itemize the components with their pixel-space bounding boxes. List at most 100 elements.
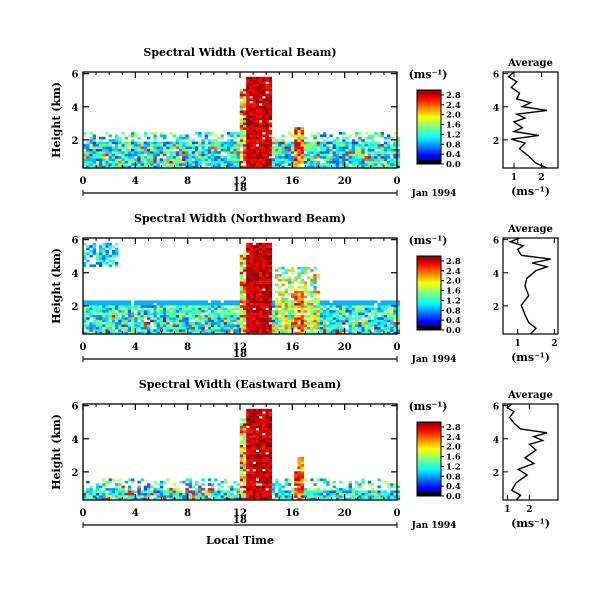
heatmap-cell bbox=[396, 156, 400, 159]
heatmap-cell bbox=[275, 141, 279, 145]
heatmap-cell bbox=[214, 305, 218, 308]
heatmap-cell bbox=[217, 156, 221, 159]
heatmap-cell bbox=[262, 447, 266, 450]
heatmap-cell bbox=[332, 153, 336, 157]
heatmap-cell bbox=[102, 153, 106, 157]
heatmap-cell bbox=[297, 295, 301, 299]
heatmap-cell bbox=[211, 160, 215, 164]
heatmap-cell bbox=[191, 160, 196, 164]
heatmap-cell bbox=[191, 156, 196, 159]
heatmap-cell bbox=[361, 480, 365, 484]
heatmap-cell bbox=[92, 242, 96, 246]
heatmap-cell bbox=[243, 464, 247, 467]
heatmap-cell bbox=[239, 108, 244, 111]
heatmap-cell bbox=[249, 84, 253, 87]
heatmap-cell bbox=[355, 329, 359, 332]
heatmap-cell bbox=[262, 254, 266, 258]
heatmap-cell bbox=[300, 156, 304, 159]
y-axis-label: Height (km) bbox=[50, 82, 63, 158]
heatmap-cell bbox=[233, 480, 237, 484]
heatmap-cell bbox=[291, 269, 295, 272]
heatmap-cell bbox=[188, 300, 192, 303]
heatmap-cell bbox=[92, 156, 96, 159]
heatmap-cell bbox=[371, 497, 375, 501]
heatmap-cell bbox=[230, 139, 234, 142]
heatmap-cell bbox=[300, 129, 304, 133]
heatmap-cell bbox=[377, 329, 381, 332]
heatmap-cell bbox=[268, 293, 272, 296]
heatmap-cell bbox=[390, 307, 394, 311]
heatmap-cell bbox=[313, 153, 317, 157]
heatmap-cell bbox=[92, 314, 96, 318]
average-x-tick-label: 2 bbox=[526, 505, 532, 515]
heatmap-cell bbox=[150, 319, 154, 323]
heatmap-cell bbox=[92, 317, 96, 320]
heatmap-cell bbox=[252, 165, 256, 169]
heatmap-cell bbox=[121, 151, 125, 154]
heatmap-cell bbox=[380, 329, 384, 332]
heatmap-cell bbox=[367, 319, 372, 323]
heatmap-cell bbox=[89, 264, 93, 267]
heatmap-cell bbox=[243, 442, 247, 445]
heatmap-cell bbox=[95, 262, 100, 265]
heatmap-cell bbox=[255, 411, 260, 414]
heatmap-cell bbox=[102, 326, 106, 330]
heatmap-cell bbox=[121, 485, 125, 489]
heatmap-cell bbox=[268, 151, 272, 154]
heatmap-cell bbox=[217, 305, 221, 308]
heatmap-cell bbox=[287, 300, 292, 303]
heatmap-cell bbox=[246, 411, 250, 414]
heatmap-cell bbox=[246, 148, 250, 152]
heatmap-cell bbox=[134, 307, 138, 311]
heatmap-cell bbox=[182, 322, 186, 325]
heatmap-cell bbox=[236, 312, 240, 315]
heatmap-cell bbox=[303, 329, 308, 332]
heatmap-cell bbox=[374, 300, 378, 303]
heatmap-cell bbox=[102, 141, 106, 145]
heatmap-cell bbox=[259, 298, 263, 301]
heatmap-cell bbox=[252, 492, 256, 496]
heatmap-cell bbox=[89, 151, 93, 154]
heatmap-cell bbox=[387, 134, 391, 137]
heatmap-cell bbox=[259, 473, 263, 477]
heatmap-cell bbox=[265, 464, 269, 467]
heatmap-cell bbox=[83, 324, 87, 327]
heatmap-cell bbox=[255, 461, 260, 465]
heatmap-cell bbox=[259, 108, 263, 111]
heatmap-cell bbox=[255, 492, 260, 496]
heatmap-cell bbox=[355, 141, 359, 145]
heatmap-cell bbox=[265, 288, 269, 291]
heatmap-cell bbox=[131, 158, 135, 161]
heatmap-cell bbox=[262, 88, 266, 92]
heatmap-cell bbox=[131, 314, 135, 318]
heatmap-cell bbox=[268, 307, 272, 311]
heatmap-cell bbox=[259, 100, 263, 104]
heatmap-cell bbox=[124, 146, 128, 149]
heatmap-cell bbox=[195, 305, 199, 308]
heatmap-cell bbox=[294, 305, 298, 308]
heatmap-cell bbox=[243, 326, 247, 330]
heatmap-cell bbox=[339, 331, 343, 335]
heatmap-cell bbox=[95, 146, 100, 149]
heatmap-cell bbox=[303, 156, 308, 159]
heatmap-cell bbox=[396, 310, 400, 313]
heatmap-cell bbox=[380, 300, 384, 303]
heatmap-cell bbox=[265, 459, 269, 462]
heatmap-cell bbox=[265, 165, 269, 169]
heatmap-cell bbox=[115, 485, 119, 489]
heatmap-cell bbox=[115, 305, 119, 308]
heatmap-cell bbox=[185, 322, 189, 325]
heatmap-cell bbox=[374, 163, 378, 166]
heatmap-cell bbox=[252, 497, 256, 501]
heatmap-cell bbox=[358, 495, 362, 498]
heatmap-cell bbox=[92, 322, 96, 325]
heatmap-cell bbox=[297, 141, 301, 145]
heatmap-cell bbox=[387, 319, 391, 323]
heatmap-cell bbox=[310, 314, 314, 318]
heatmap-cell bbox=[278, 156, 282, 159]
heatmap-cell bbox=[118, 310, 122, 313]
heatmap-cell bbox=[239, 314, 244, 318]
heatmap-cell bbox=[246, 464, 250, 467]
heatmap-cell bbox=[252, 247, 256, 251]
heatmap-cell bbox=[249, 257, 253, 260]
